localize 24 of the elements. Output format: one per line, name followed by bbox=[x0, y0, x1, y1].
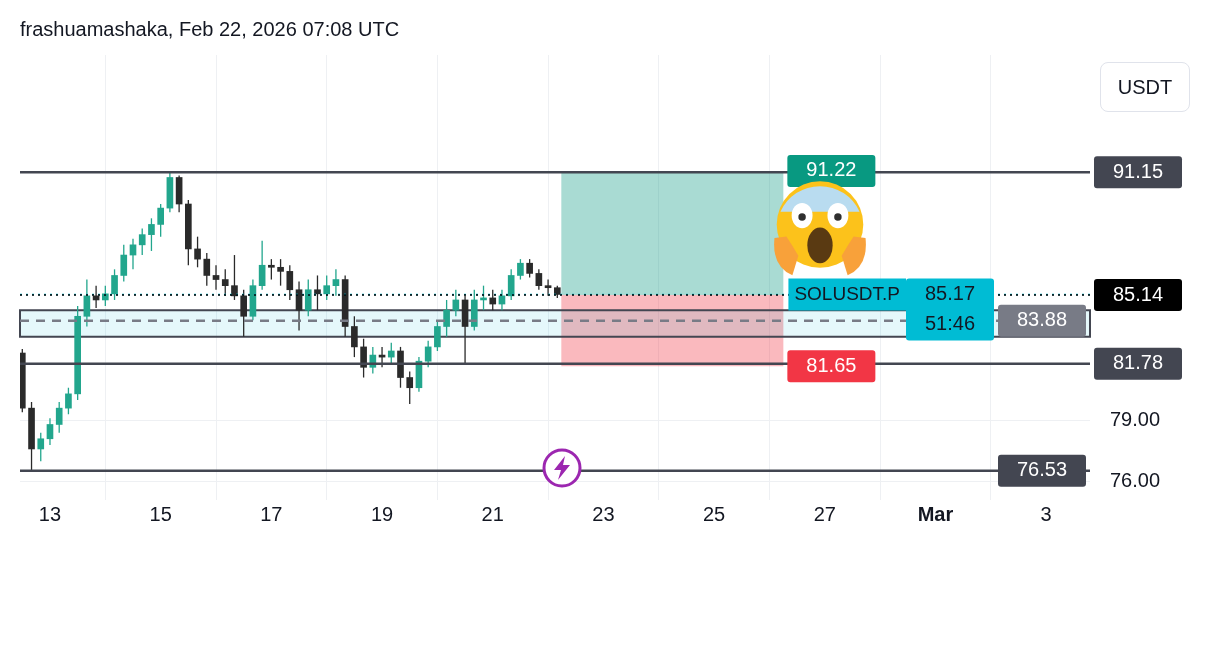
annotation: SOLUSDT.P bbox=[794, 282, 901, 304]
ref-line-label: 76.53 bbox=[1016, 458, 1068, 481]
x-tick-label: Mar bbox=[917, 502, 954, 525]
ref-line-label: 91.15 bbox=[1112, 159, 1164, 182]
x-tick-label: 19 bbox=[370, 502, 394, 525]
y-tick-label: 79.00 bbox=[1110, 407, 1161, 430]
annotation: 51:46 bbox=[924, 311, 976, 334]
band-label: 91.22 bbox=[806, 158, 857, 181]
text: USDT bbox=[1100, 62, 1190, 112]
x-tick-label: 3 bbox=[1040, 502, 1052, 525]
ref-line-label: 81.78 bbox=[1112, 351, 1164, 374]
x-tick-label: 15 bbox=[149, 502, 172, 525]
y-tick-label: 76.00 bbox=[1110, 469, 1161, 492]
x-tick-label: 13 bbox=[38, 502, 62, 525]
x-tick-label: 25 bbox=[702, 502, 726, 525]
x-tick-label: 23 bbox=[592, 502, 615, 525]
ref-line-label: 83.88 bbox=[1016, 308, 1068, 331]
ref-line-label: 85.17 bbox=[924, 281, 976, 304]
ref-line-label: 85.14 bbox=[1112, 282, 1164, 305]
x-tick-label: 21 bbox=[481, 502, 504, 525]
x-tick-label: 27 bbox=[813, 502, 836, 525]
chart-title: frashuamashaka, Feb 22, 2026 07:08 UTC bbox=[20, 18, 400, 41]
band-label: 81.65 bbox=[806, 353, 857, 376]
x-tick-label: 17 bbox=[260, 502, 283, 525]
